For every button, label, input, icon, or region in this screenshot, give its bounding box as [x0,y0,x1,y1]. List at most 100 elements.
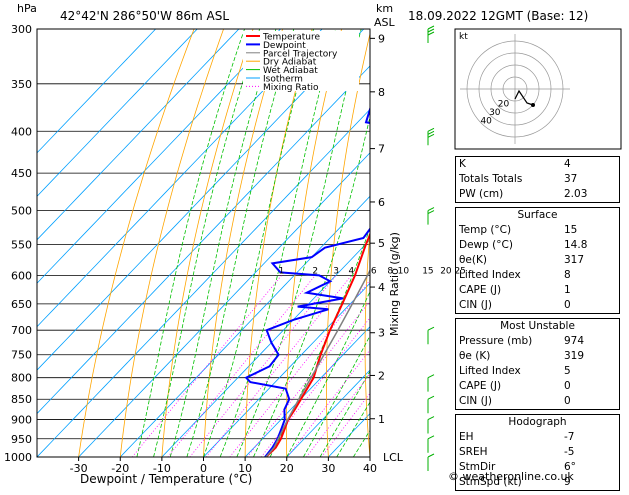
legend-entry: Temperature [262,33,320,43]
dry-adiabat [244,29,313,457]
temperature-tick-label: 20 [280,462,294,475]
table-row: CIN (J) 0 [459,299,571,311]
wet-adiabat [319,370,370,457]
lcl-label: LCL [383,451,404,464]
hodograph-trace [514,89,534,106]
mixing-ratio-label: 3 [333,266,339,276]
pressure-tick-label: 950 [11,433,32,446]
mixing-ratio-label: 6 [371,266,377,276]
mixing-ratio-line [205,275,352,457]
legend-entry: Isotherm [263,75,303,85]
mixing-ratio-label: 4 [349,266,355,276]
table-row: Temp (°C) 15 [459,224,578,236]
hodograph-ring-label: 30 [489,108,501,118]
isotherm [37,29,240,241]
wet-adiabat [203,29,314,457]
copyright-footer[interactable]: © weatheronline.co.uk [448,470,574,483]
wet-adiabat [253,114,370,457]
pressure-tick-label: 900 [11,414,32,427]
table-row: θe(K) 317 [459,254,585,266]
hodograph-indices: Hodograph EH -7 SREH -5 StmDir 6° StmSpd (k… [455,414,620,491]
temperature-tick-label: -30 [70,462,88,475]
wind-barb-flag [427,28,435,33]
isotherm [37,29,323,328]
isotherm [37,108,370,457]
background-lines [37,29,370,457]
table-row: PW (cm) 2.03 [459,188,588,200]
km-label: km [376,2,393,15]
legend-entry: Dewpoint [263,41,306,51]
temperature-tick-label: -10 [153,462,171,475]
isotherm [37,29,281,284]
table-row: Dewp (°C) 14.8 [459,239,588,251]
series-line-parcel-trajectory [265,268,370,457]
temperature-tick-label: 10 [238,462,252,475]
mixing-ratio-line [229,279,370,457]
table-row: Lifted Index 5 [459,365,571,377]
axes: 3003504004505005506006507007508008509009… [4,23,385,475]
wind-barb-flag [427,326,435,331]
table-row: SREH -5 [459,446,575,458]
mixing-ratio-label: 2 [312,266,318,276]
table-row: Totals Totals 37 [459,173,578,185]
mixing-ratio-label: 20 [440,266,452,276]
table-row: CIN (J) 0 [459,395,571,407]
dry-adiabat [203,29,283,457]
wind-barb-flag [427,127,435,132]
pressure-tick-label: 600 [11,269,32,282]
dry-adiabat [326,32,370,457]
hodograph-ring-label: 40 [480,117,492,127]
mixing-ratio-label: 8 [387,266,393,276]
legend-entry: Mixing Ratio [263,83,319,93]
dry-adiabat [78,29,195,457]
pressure-tick-label: 500 [11,205,32,218]
table-row: Lifted Index 8 [459,269,571,281]
wind-barb-flag [427,374,435,379]
x-axis-label: Dewpoint / Temperature (°C) [80,472,252,486]
temperature-tick-label: 40 [363,462,377,475]
isotherm [37,65,370,415]
wind-barb-flag [427,395,435,400]
pressure-tick-label: 850 [11,393,32,406]
km-tick-label: 7 [378,143,385,156]
most-unstable-indices: Most Unstable Pressure (mb) 974 θe (K) 319… [455,318,620,410]
wind-barb-flag [427,130,435,135]
mixing-ratio-label: 15 [422,266,433,276]
wind-barb-flag [427,416,435,420]
pressure-tick-label: 650 [11,298,32,311]
mixing-ratio-line [167,275,316,457]
mixing-ratio-line [286,349,370,457]
hodograph-title: Hodograph [508,416,567,428]
wind-barb-flag [427,210,435,215]
dry-adiabat [286,29,343,457]
dry-adiabat [364,226,370,457]
mixing-ratio-label: 10 [398,266,410,276]
table-row: CAPE (J) 0 [459,380,571,392]
hpa-label: hPa [17,2,37,15]
km-tick-label: 6 [378,196,385,209]
isotherm [37,29,365,371]
mixing-ratio-line [306,373,370,457]
isotherm [286,369,370,457]
wet-adiabat [336,401,370,457]
legend-box [243,31,359,91]
wind-barbs [427,25,435,471]
pressure-tick-label: 550 [11,238,32,251]
table-row: StmDir 6° [459,461,576,473]
table-row: Pressure (mb) 974 [459,335,585,347]
location-title: 42°42'N 286°50'W 86m ASL [60,9,229,23]
wet-adiabat [153,29,261,457]
wet-adiabat [169,29,277,457]
hodograph-unit-label: kt [459,32,468,42]
isotherm [119,195,370,457]
wind-barb-flag [427,453,435,458]
wind-barb-flag [427,435,435,440]
mixing-ratio-line [131,275,282,457]
isotherm [37,29,198,197]
km-tick-label: 2 [378,369,385,382]
km-tick-label: 9 [378,32,385,45]
